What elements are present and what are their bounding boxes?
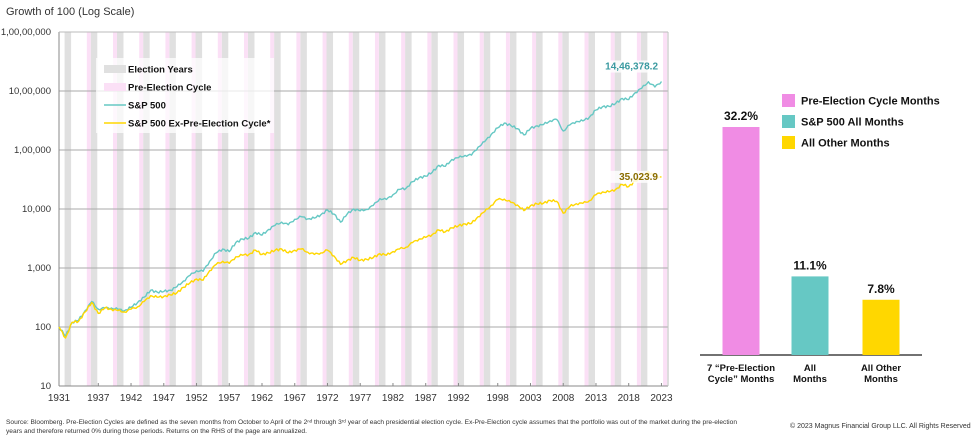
- bar-category-label: All Other: [861, 363, 901, 374]
- sp500-ex-end-value: 35,023.9: [619, 172, 658, 183]
- bar-category-label: Months: [793, 374, 827, 385]
- x-axis-ticks: 1931 1937 1942 1947 1952 1957 1962 1967 1972 1977…: [48, 383, 673, 404]
- bar: [862, 299, 900, 355]
- y-tick-label: 10,000: [22, 204, 51, 215]
- y-axis-ticks: 10 100 1,000 10,000 1,00,000 10,00,000 1,00,00…: [1, 27, 51, 392]
- series-lines: [58, 81, 663, 339]
- y-tick-label: 1,00,00,000: [1, 27, 51, 38]
- line-chart-title: Growth of 100 (Log Scale): [6, 6, 135, 18]
- bar-value-label: 11.1%: [793, 258, 827, 272]
- x-tick-label: 1947: [153, 393, 176, 404]
- x-tick-label: 2018: [618, 393, 641, 404]
- x-tick-label: 1942: [120, 393, 143, 404]
- x-tick-label: 1967: [284, 393, 307, 404]
- x-tick-label: 1931: [48, 393, 71, 404]
- bar-legend-swatch: [782, 115, 795, 128]
- line-chart: 10 100 1,000 10,000 1,00,000 10,00,000 1,00,00…: [1, 27, 673, 404]
- pre-election-swatch: [104, 83, 126, 91]
- line-chart-legend: Election Years Pre-Election Cycle S&P 500 S…: [96, 58, 274, 133]
- x-tick-label: 2013: [585, 393, 608, 404]
- bar-category-label: 7 “Pre-Election: [707, 363, 775, 374]
- bar-category-label: All: [804, 363, 816, 374]
- bar-category-label: Cycle” Months: [708, 374, 775, 385]
- bar-legend-label: All Other Months: [801, 138, 890, 150]
- x-tick-label: 1957: [218, 393, 241, 404]
- x-tick-label: 1982: [382, 393, 405, 404]
- gridlines: [58, 31, 669, 387]
- legend-label: S&P 500: [128, 101, 166, 112]
- bar-chart-legend: Pre-Election Cycle Months S&P 500 All Mon…: [782, 94, 940, 150]
- bar-legend-swatch: [782, 94, 795, 107]
- bar-category-label: Months: [864, 374, 898, 385]
- y-tick-label: 100: [35, 322, 51, 333]
- end-value-labels: 14,46,378.2 35,023.9: [598, 60, 660, 183]
- bar-legend-swatch: [782, 136, 795, 149]
- x-tick-label: 2003: [519, 393, 542, 404]
- x-tick-label: 1987: [415, 393, 438, 404]
- x-tick-label: 1952: [185, 393, 208, 404]
- end-label-background: [610, 170, 660, 183]
- y-tick-label: 10: [40, 381, 51, 392]
- copyright-notice: © 2023 Magnus Financial Group LLC. All R…: [790, 423, 971, 430]
- legend-label: Pre-Election Cycle: [128, 83, 211, 94]
- election-years-swatch: [104, 65, 126, 73]
- x-tick-label: 1962: [251, 393, 274, 404]
- x-tick-label: 1992: [447, 393, 470, 404]
- y-tick-label: 1,000: [27, 263, 51, 274]
- source-footnote: Source: Bloomberg. Pre-Election Cycles a…: [6, 419, 737, 435]
- end-label-background: [598, 60, 660, 73]
- x-tick-label: 2023: [650, 393, 673, 404]
- bar: [722, 127, 760, 355]
- x-tick-label: 2008: [552, 393, 575, 404]
- sp500-line: [58, 81, 663, 337]
- sp500-end-value: 14,46,378.2: [605, 62, 658, 73]
- bar-value-label: 7.8%: [867, 282, 895, 296]
- bar-legend-label: Pre-Election Cycle Months: [801, 96, 940, 108]
- bar-value-label: 32.2%: [724, 109, 758, 123]
- x-tick-label: 1972: [316, 393, 339, 404]
- y-tick-label: 10,00,000: [9, 86, 51, 97]
- y-tick-label: 1,00,000: [14, 145, 51, 156]
- bar: [791, 276, 829, 355]
- bar-legend-label: S&P 500 All Months: [801, 117, 904, 129]
- x-tick-label: 1998: [487, 393, 510, 404]
- x-tick-label: 1937: [87, 393, 110, 404]
- legend-label: Election Years: [128, 65, 193, 76]
- legend-label: S&P 500 Ex-Pre-Election Cycle*: [128, 119, 271, 130]
- sp500-ex-pre-election-line: [58, 170, 662, 339]
- x-tick-label: 1977: [349, 393, 372, 404]
